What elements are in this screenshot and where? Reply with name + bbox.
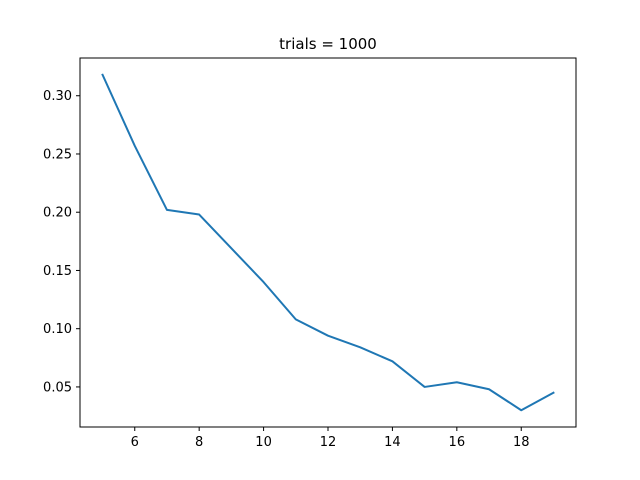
- y-tick-label: 0.10: [43, 322, 72, 337]
- x-tick-label: 6: [131, 435, 139, 450]
- x-tick-label: 14: [384, 435, 401, 450]
- x-tick-label: 8: [195, 435, 203, 450]
- x-tick-label: 10: [255, 435, 272, 450]
- series-line-0: [101, 73, 555, 412]
- y-tick-label: 0.30: [43, 89, 72, 104]
- axes-frame: [79, 57, 577, 428]
- chart-title: trials = 1000: [279, 35, 377, 53]
- y-tick-label: 0.25: [43, 147, 72, 162]
- y-tick-label: 0.05: [43, 380, 72, 395]
- y-tick-label: 0.20: [43, 206, 72, 221]
- x-tick-label: 16: [449, 435, 466, 450]
- x-tick-label: 12: [320, 435, 337, 450]
- plot-area: 6 8 10 12 14 16 18 0.05 0.10 0.15 0.20 0.25 0.30: [43, 57, 577, 450]
- y-tick-label: 0.15: [43, 264, 72, 279]
- x-tick-label: 18: [513, 435, 530, 450]
